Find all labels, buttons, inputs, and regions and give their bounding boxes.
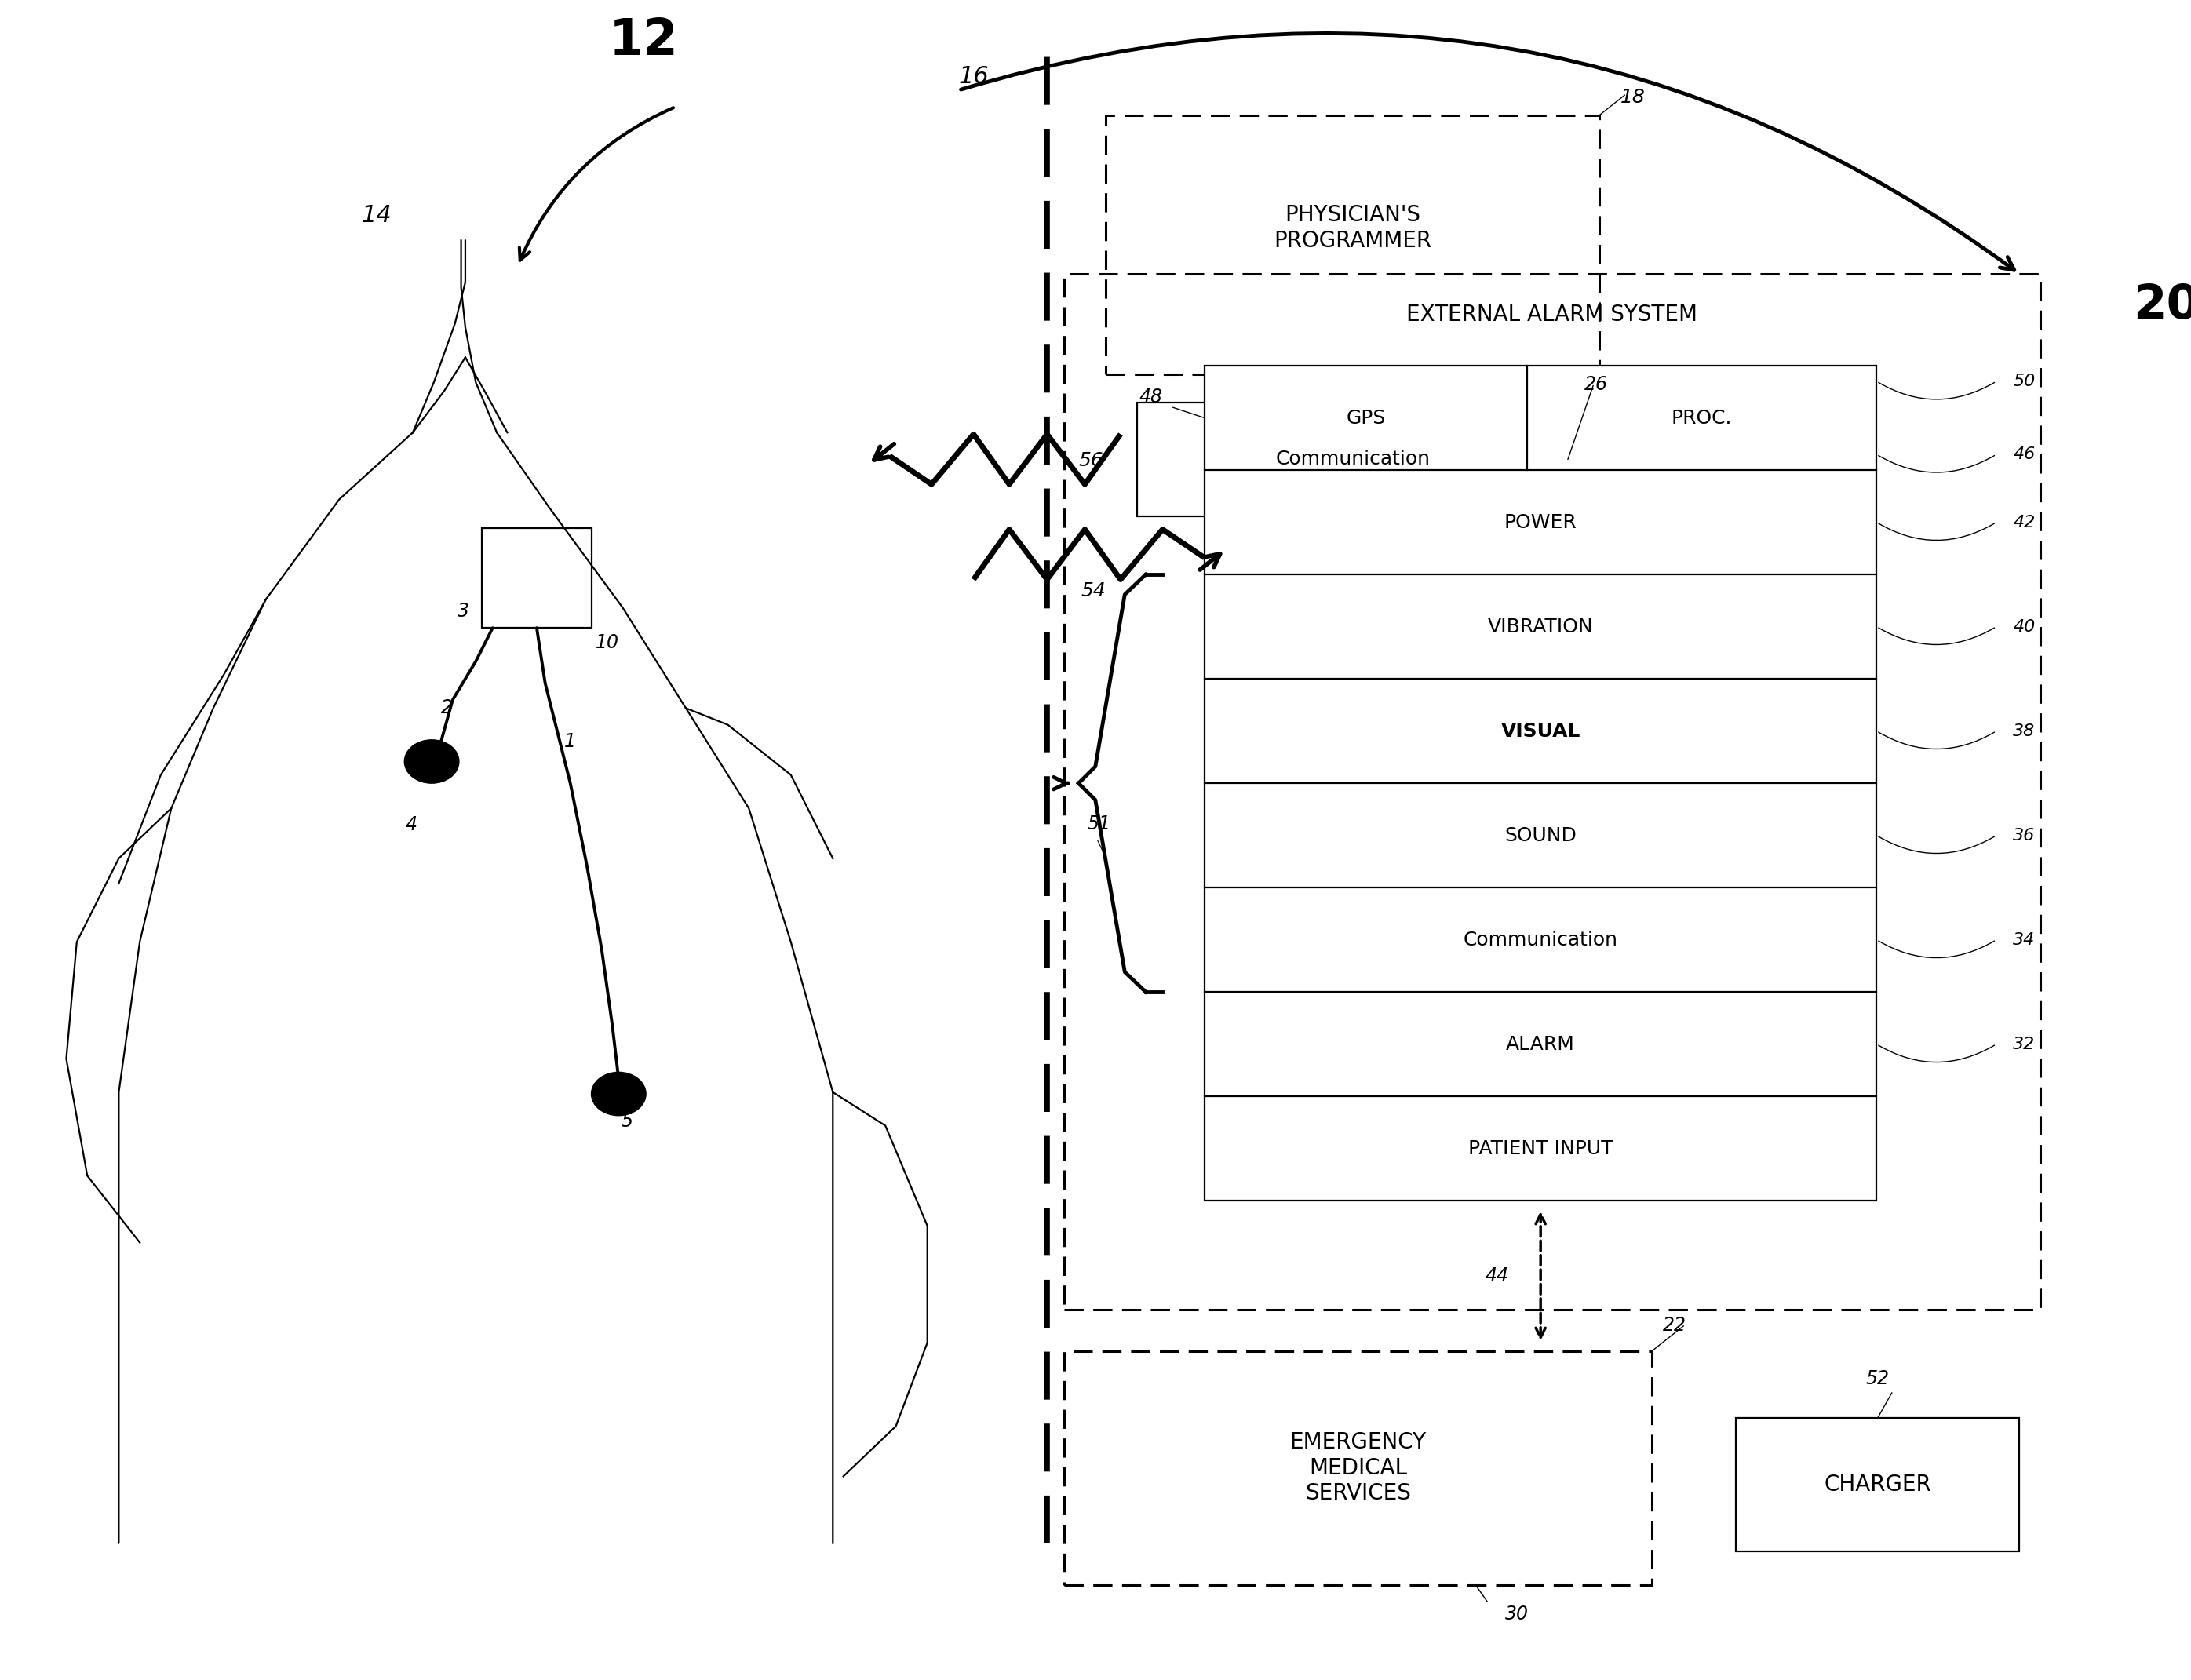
Text: SOUND: SOUND — [1505, 827, 1578, 845]
Text: EXTERNAL ALARM SYSTEM: EXTERNAL ALARM SYSTEM — [1407, 304, 1698, 326]
Text: Communication: Communication — [1464, 931, 1617, 949]
Text: EMERGENCY
MEDICAL
SERVICES: EMERGENCY MEDICAL SERVICES — [1290, 1431, 1426, 1504]
Text: 54: 54 — [1080, 581, 1106, 600]
Text: 1: 1 — [563, 732, 576, 751]
Text: Communication: Communication — [1275, 450, 1431, 469]
Text: 42: 42 — [2014, 514, 2035, 531]
Text: 32: 32 — [2014, 1037, 2035, 1052]
Text: 38: 38 — [2014, 722, 2035, 739]
Circle shape — [592, 1072, 646, 1116]
Bar — [1065, 274, 2040, 1309]
Bar — [1735, 1418, 2020, 1551]
Bar — [482, 528, 592, 628]
Text: 51: 51 — [1087, 815, 1111, 833]
Bar — [1137, 403, 1569, 516]
Text: 36: 36 — [2014, 828, 2035, 843]
Text: 48: 48 — [1139, 388, 1163, 407]
Bar — [1065, 1351, 1652, 1584]
Text: VISUAL: VISUAL — [1501, 722, 1580, 741]
Text: 3: 3 — [458, 601, 469, 620]
Text: 2: 2 — [440, 699, 454, 717]
Text: 10: 10 — [596, 633, 620, 652]
Text: PATIENT INPUT: PATIENT INPUT — [1468, 1139, 1613, 1158]
Text: PROC.: PROC. — [1672, 408, 1733, 427]
Text: VIBRATION: VIBRATION — [1488, 617, 1593, 637]
Text: 14: 14 — [362, 203, 392, 227]
Bar — [1106, 116, 1599, 375]
Text: CHARGER: CHARGER — [1825, 1473, 1930, 1495]
Text: 30: 30 — [1505, 1604, 1529, 1625]
Text: 22: 22 — [1663, 1315, 1685, 1334]
Text: 18: 18 — [1621, 87, 1645, 108]
Text: 46: 46 — [2014, 447, 2035, 462]
Text: GPS: GPS — [1345, 408, 1385, 427]
Text: 50: 50 — [2014, 373, 2035, 390]
Circle shape — [405, 739, 458, 783]
Text: 26: 26 — [1584, 375, 1608, 395]
Text: POWER: POWER — [1505, 512, 1578, 531]
Text: PHYSICIAN'S
PROGRAMMER: PHYSICIAN'S PROGRAMMER — [1273, 205, 1431, 252]
Text: 4: 4 — [405, 815, 416, 833]
Text: 5: 5 — [620, 1112, 633, 1131]
Text: 52: 52 — [1867, 1369, 1889, 1388]
Text: 16: 16 — [960, 66, 990, 87]
Text: 12: 12 — [609, 17, 679, 66]
Text: 20: 20 — [2134, 282, 2191, 329]
Text: 40: 40 — [2014, 618, 2035, 635]
Text: 44: 44 — [1485, 1267, 1510, 1285]
Text: 56: 56 — [1078, 452, 1104, 470]
Bar — [1205, 366, 1878, 1201]
Text: 34: 34 — [2014, 932, 2035, 948]
Text: ALARM: ALARM — [1505, 1035, 1575, 1053]
